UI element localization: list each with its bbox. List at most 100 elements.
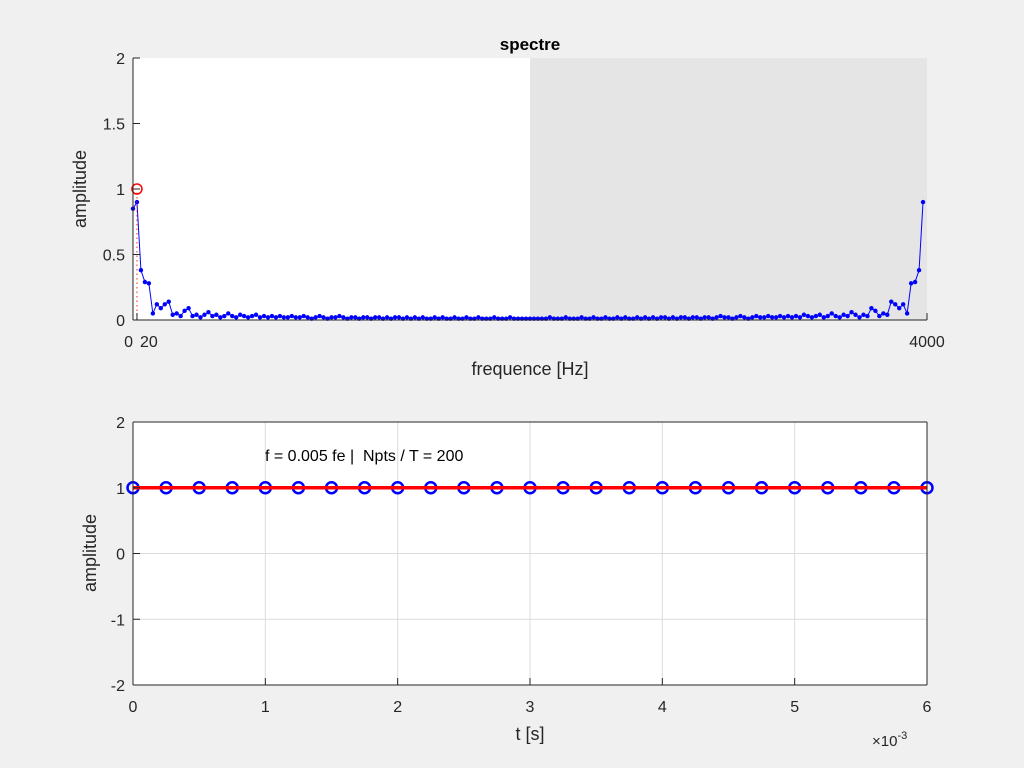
data-point: [817, 312, 823, 317]
data-point: [150, 311, 156, 316]
data-point: [329, 315, 334, 320]
data-point: [154, 302, 160, 307]
data-point: [849, 309, 854, 315]
data-point: [440, 315, 445, 320]
signal-xlabel: t [s]: [515, 724, 544, 744]
data-point: [222, 313, 227, 319]
data-point: [845, 313, 850, 319]
shaded-region: [530, 58, 927, 320]
data-point: [670, 315, 676, 320]
data-point: [182, 308, 187, 314]
spectrum-xlabel: frequence [Hz]: [471, 359, 588, 379]
data-point: [904, 311, 910, 316]
x-tick-label: 20: [140, 334, 158, 351]
peak-marker: [131, 183, 143, 195]
x-tick-label: 5: [790, 699, 799, 716]
data-point: [758, 315, 763, 320]
data-point: [591, 315, 596, 320]
data-point: [218, 315, 223, 320]
data-point: [257, 315, 263, 320]
data-point: [547, 315, 553, 320]
data-point: [615, 315, 620, 320]
data-point: [869, 306, 874, 311]
data-point: [138, 268, 144, 273]
signal-axes: 0 1 2 3 4 5 6 -2 -1 0 1 2 f = 0.005 fe | Npts / T =…: [80, 415, 934, 750]
data-point: [841, 312, 846, 317]
data-point: [146, 281, 152, 286]
y-tick-label: 2: [116, 51, 125, 68]
data-point: [777, 313, 783, 319]
data-point: [237, 312, 243, 317]
data-point: [706, 315, 711, 320]
data-point: [766, 313, 771, 319]
data-point: [650, 315, 656, 320]
data-point: [825, 313, 830, 319]
data-point: [837, 315, 842, 320]
data-point: [829, 311, 834, 316]
data-point: [722, 315, 727, 320]
data-point: [321, 315, 326, 320]
y-tick-label: 1.5: [103, 117, 125, 134]
data-point: [821, 315, 826, 320]
data-point: [492, 315, 497, 320]
data-point: [249, 313, 255, 319]
data-point: [349, 315, 354, 320]
data-point: [750, 315, 755, 320]
signal-annotation: f = 0.005 fe | Npts / T = 200: [265, 448, 463, 465]
data-point: [726, 315, 731, 320]
data-point: [857, 315, 862, 320]
data-point: [634, 315, 640, 320]
data-point: [190, 313, 195, 319]
data-point: [789, 315, 795, 320]
data-point: [210, 313, 215, 319]
data-point: [333, 315, 338, 320]
data-point: [202, 312, 207, 317]
data-point: [265, 315, 271, 320]
data-point: [289, 313, 294, 319]
data-point: [361, 315, 366, 320]
spectrum-content: 0 20 4000 0 0.5 1 1.5 2: [103, 51, 945, 351]
data-point: [762, 315, 767, 320]
data-point: [877, 313, 882, 319]
data-point: [476, 315, 481, 320]
data-point: [690, 315, 695, 320]
data-point: [885, 312, 890, 317]
data-point: [920, 199, 926, 205]
data-point: [897, 306, 902, 311]
data-point: [773, 315, 779, 320]
data-point: [801, 312, 807, 317]
data-point: [662, 315, 668, 320]
x-tick-label: 6: [923, 699, 932, 716]
signal-ylabel: amplitude: [80, 514, 100, 592]
data-point: [372, 315, 378, 320]
data-point: [174, 311, 179, 316]
data-point: [603, 315, 608, 320]
data-point: [865, 313, 870, 319]
data-point: [234, 315, 239, 320]
y-tick-label: 1: [116, 182, 125, 199]
data-point: [313, 315, 318, 320]
y-tick-label: 1: [116, 481, 125, 498]
data-point: [301, 313, 306, 319]
y-tick-label: 0: [116, 313, 125, 330]
data-point: [253, 312, 259, 317]
x-tick-label: 4: [658, 699, 667, 716]
data-point: [889, 299, 894, 304]
data-point: [317, 313, 322, 319]
data-point: [507, 315, 513, 320]
data-point: [658, 315, 664, 320]
data-point: [908, 281, 914, 286]
data-point: [781, 315, 787, 320]
x-tick-label: 3: [526, 699, 535, 716]
y-tick-label: 0: [116, 547, 125, 564]
data-point: [742, 315, 747, 320]
data-point: [464, 315, 469, 320]
data-point: [158, 306, 163, 311]
data-point: [392, 315, 398, 320]
data-point: [912, 279, 918, 285]
data-point: [579, 315, 584, 320]
x-exponent-label: ×10-3: [872, 730, 907, 750]
data-point: [718, 313, 723, 319]
